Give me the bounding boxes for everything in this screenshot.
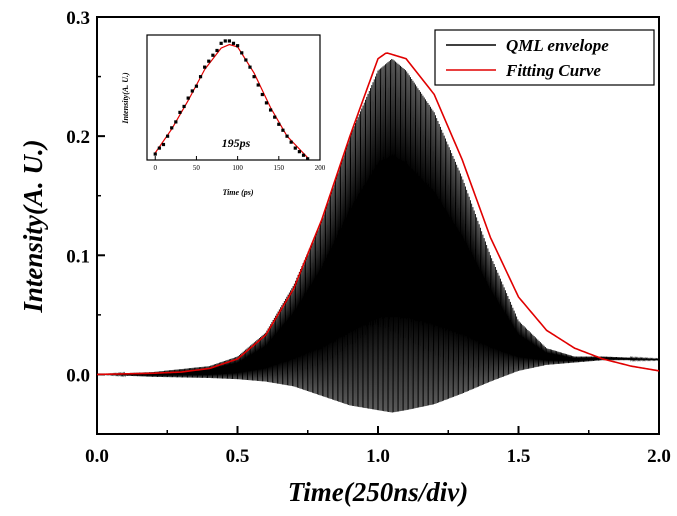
inset-data-point xyxy=(248,65,252,69)
inset-data-point xyxy=(293,146,297,150)
fitting-curve-line xyxy=(96,52,660,376)
main-series-layer xyxy=(96,52,660,413)
inset-data-point xyxy=(170,126,174,130)
inset-data-point xyxy=(268,108,273,112)
y-tick-label: 0.1 xyxy=(66,246,90,267)
x-tick-label: 2.0 xyxy=(647,446,671,467)
legend-box xyxy=(434,29,655,86)
inset-x-tick-label: 200 xyxy=(315,164,326,172)
inset-data-point xyxy=(182,104,186,109)
inset-data-point xyxy=(273,115,277,119)
inset-data-point xyxy=(264,101,269,105)
inset-data-point xyxy=(219,41,223,45)
inset-data-point xyxy=(198,75,203,79)
inset-data-point xyxy=(244,58,248,62)
y-tick-label: 0.2 xyxy=(66,127,90,148)
inset-annotation: 195ps xyxy=(222,136,251,150)
inset-data-point xyxy=(178,110,182,114)
inset-data-point xyxy=(161,142,166,147)
inset-data-point xyxy=(277,122,281,126)
inset-data-point xyxy=(285,134,289,138)
main-axis-ticks: 0.0 0.5 1.0 1.5 2.0 0.0 0.1 0.2 0.3 xyxy=(66,8,671,467)
envelope-series-line xyxy=(96,58,660,413)
inset-data-point xyxy=(186,96,190,100)
inset-series-layer xyxy=(153,39,310,161)
inset-data-point xyxy=(231,41,236,45)
inset-axis-ticks: 0 50 100 150 200 xyxy=(153,156,326,172)
x-tick-label: 1.5 xyxy=(507,446,531,467)
inset-data-point xyxy=(289,140,293,144)
inset-x-axis-title: Time (ps) xyxy=(222,188,253,197)
inset-data-point xyxy=(203,65,207,69)
inset-data-point xyxy=(211,53,215,57)
inset-data-point xyxy=(194,84,199,88)
y-axis-title: Intensity(A. U.) xyxy=(18,139,48,313)
x-tick-label: 0.0 xyxy=(85,446,109,467)
inset-data-point xyxy=(256,83,260,87)
inset-x-tick-label: 100 xyxy=(232,164,243,172)
inset-data-point xyxy=(301,153,306,157)
inset-data-point xyxy=(281,128,285,132)
x-tick-label: 1.0 xyxy=(366,446,390,467)
legend-label-envelope: QML envelope xyxy=(506,36,609,55)
inset-data-point xyxy=(215,48,219,53)
inset-x-tick-label: 0 xyxy=(153,164,157,172)
inset-chart: 0 50 100 150 200 Time (ps) Intensity(A. U.) … xyxy=(121,34,326,197)
y-tick-label: 0.3 xyxy=(66,8,90,29)
legend-label-fit: Fitting Curve xyxy=(505,61,601,80)
y-tick-label: 0.0 xyxy=(66,365,90,386)
inset-data-point xyxy=(240,51,244,55)
inset-data-point xyxy=(223,39,227,43)
inset-data-point xyxy=(165,134,170,138)
inset-x-tick-label: 150 xyxy=(274,164,285,172)
inset-data-point xyxy=(306,157,310,161)
inset-data-point xyxy=(236,44,240,48)
inset-data-point xyxy=(207,59,211,63)
inset-x-tick-label: 50 xyxy=(193,164,201,172)
legend: QML envelope Fitting Curve xyxy=(434,29,655,86)
inset-data-point xyxy=(157,146,161,150)
inset-frame xyxy=(146,34,321,161)
x-axis-title: Time(250ns/div) xyxy=(288,477,468,507)
inset-data-point xyxy=(190,89,194,93)
inset-y-axis-title: Intensity(A. U.) xyxy=(121,72,130,125)
x-tick-label: 0.5 xyxy=(226,446,250,467)
inset-data-point xyxy=(174,120,178,124)
inset-data-point xyxy=(227,39,231,43)
inset-data-point xyxy=(252,75,256,79)
inset-data-point xyxy=(297,150,302,154)
inset-data-point xyxy=(260,92,264,97)
inset-data-point xyxy=(153,152,157,156)
